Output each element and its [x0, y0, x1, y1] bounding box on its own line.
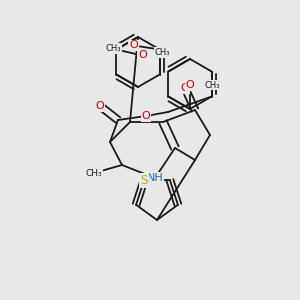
- Text: O: O: [186, 80, 194, 90]
- Text: O: O: [181, 83, 189, 93]
- Text: O: O: [138, 50, 147, 61]
- Text: O: O: [129, 40, 138, 50]
- Text: CH₃: CH₃: [106, 44, 122, 53]
- Text: O: O: [142, 111, 150, 121]
- Text: CH₃: CH₃: [86, 169, 102, 178]
- Text: O: O: [96, 101, 104, 111]
- Text: CH₃: CH₃: [204, 80, 220, 89]
- Text: NH: NH: [147, 173, 164, 183]
- Text: S: S: [140, 174, 148, 187]
- Text: CH₃: CH₃: [154, 48, 170, 57]
